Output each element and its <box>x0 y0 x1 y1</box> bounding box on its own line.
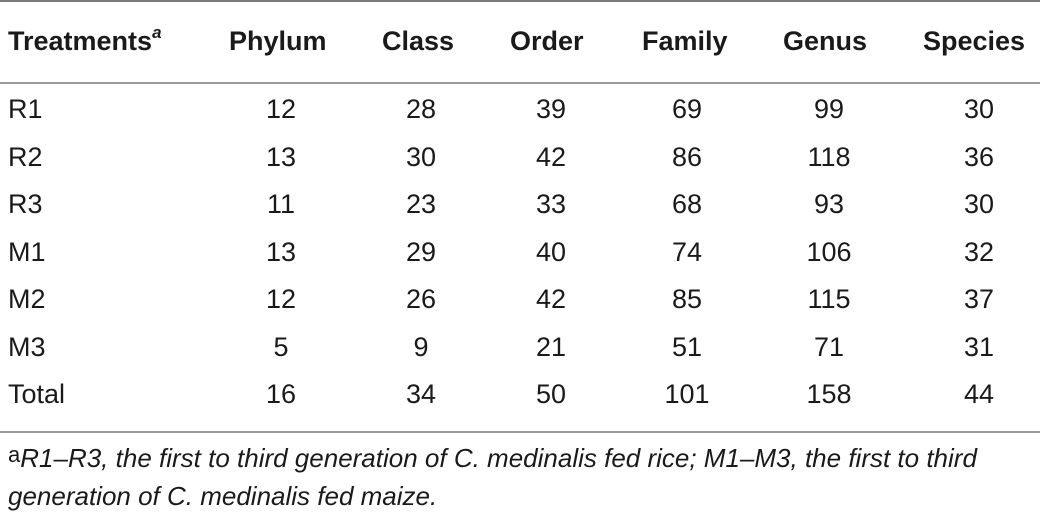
cell-order: 42 <box>535 284 567 314</box>
cell-genus: 99 <box>813 94 845 124</box>
cell-species: 37 <box>963 284 995 314</box>
cell-family: 101 <box>664 379 710 409</box>
header-treatments-label: Treatments <box>8 26 153 56</box>
table-body: R1 12 28 39 69 99 30 R2 13 30 42 86 118 36 R3 11 23 33 68 9… <box>0 84 1040 417</box>
header-order: Order <box>510 26 584 56</box>
cell-order: 39 <box>535 94 567 124</box>
cell-family: 69 <box>671 94 703 124</box>
cell-family: 74 <box>671 236 703 267</box>
cell-genus: 71 <box>813 331 845 362</box>
cell-phylum: 13 <box>265 236 297 267</box>
header-family: Family <box>642 26 728 56</box>
header-phylum: Phylum <box>229 26 327 56</box>
table-bottom-rule <box>0 431 1040 433</box>
table-top-rule <box>0 0 1040 2</box>
cell-genus: 158 <box>806 379 852 409</box>
cell-phylum: 16 <box>265 379 297 409</box>
cell-order: 40 <box>535 236 567 267</box>
table-footnote: aR1–R3, the first to third generation of… <box>8 440 1036 515</box>
table-row: M1 13 29 40 74 106 32 <box>0 227 1040 275</box>
table-row: R3 11 23 33 68 93 30 <box>0 179 1040 227</box>
table-header-row: Treatmentsa Phylum Class Order Family Ge… <box>0 0 1040 82</box>
cell-phylum: 12 <box>265 284 297 314</box>
cell-phylum: 13 <box>265 141 297 172</box>
cell-species: 32 <box>963 236 995 267</box>
cell-order: 50 <box>535 379 567 409</box>
cell-class: 9 <box>413 331 429 362</box>
cell-species: 30 <box>963 189 995 219</box>
cell-class: 34 <box>405 379 437 409</box>
cell-class: 26 <box>405 284 437 314</box>
table-row: M2 12 26 42 85 115 37 <box>0 274 1040 322</box>
header-treatments: Treatmentsa <box>8 24 162 58</box>
cell-treatment: R2 <box>8 141 43 172</box>
cell-order: 21 <box>535 331 567 362</box>
cell-order: 42 <box>535 141 567 172</box>
header-species: Species <box>923 26 1026 56</box>
cell-genus: 118 <box>807 141 851 172</box>
footnote-text: R1–R3, the first to third generation of … <box>8 443 977 511</box>
cell-order: 33 <box>535 189 567 219</box>
header-class: Class <box>382 26 455 56</box>
footnote-mark: a <box>8 442 21 467</box>
cell-genus: 106 <box>806 236 852 267</box>
cell-treatment: M3 <box>8 331 46 362</box>
cell-family: 51 <box>671 331 703 362</box>
table-row: M3 5 9 21 51 71 31 <box>0 322 1040 370</box>
table-row: R1 12 28 39 69 99 30 <box>0 84 1040 132</box>
table-header-rule <box>0 82 1040 84</box>
cell-genus: 93 <box>813 189 845 219</box>
cell-species: 30 <box>963 94 995 124</box>
cell-treatment: M2 <box>8 284 46 314</box>
cell-species: 44 <box>963 379 995 409</box>
table-row: Total 16 34 50 101 158 44 <box>0 369 1040 417</box>
header-genus: Genus <box>783 26 868 56</box>
cell-family: 68 <box>671 189 703 219</box>
cell-treatment: M1 <box>8 236 46 267</box>
cell-class: 28 <box>405 94 437 124</box>
cell-class: 29 <box>405 236 437 267</box>
cell-family: 86 <box>671 141 703 172</box>
cell-treatment: Total <box>8 379 66 409</box>
cell-genus: 115 <box>807 284 851 314</box>
cell-phylum: 5 <box>273 331 289 362</box>
cell-phylum: 11 <box>266 189 296 219</box>
cell-treatment: R3 <box>8 189 43 219</box>
cell-family: 85 <box>671 284 703 314</box>
cell-phylum: 12 <box>265 94 297 124</box>
table-row: R2 13 30 42 86 118 36 <box>0 132 1040 180</box>
cell-species: 31 <box>963 331 995 362</box>
header-treatments-footnote-mark: a <box>152 23 162 42</box>
cell-species: 36 <box>963 141 995 172</box>
cell-class: 23 <box>405 189 437 219</box>
cell-class: 30 <box>405 141 437 172</box>
cell-treatment: R1 <box>8 94 43 124</box>
